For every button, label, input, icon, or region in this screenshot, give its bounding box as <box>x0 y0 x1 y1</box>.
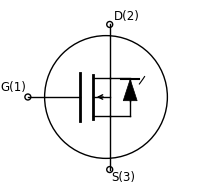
Polygon shape <box>123 79 137 101</box>
Text: G(1): G(1) <box>0 81 26 94</box>
Text: D(2): D(2) <box>113 10 139 23</box>
Circle shape <box>107 167 113 172</box>
Text: S(3): S(3) <box>112 171 136 184</box>
Circle shape <box>107 22 113 27</box>
Circle shape <box>25 94 31 100</box>
